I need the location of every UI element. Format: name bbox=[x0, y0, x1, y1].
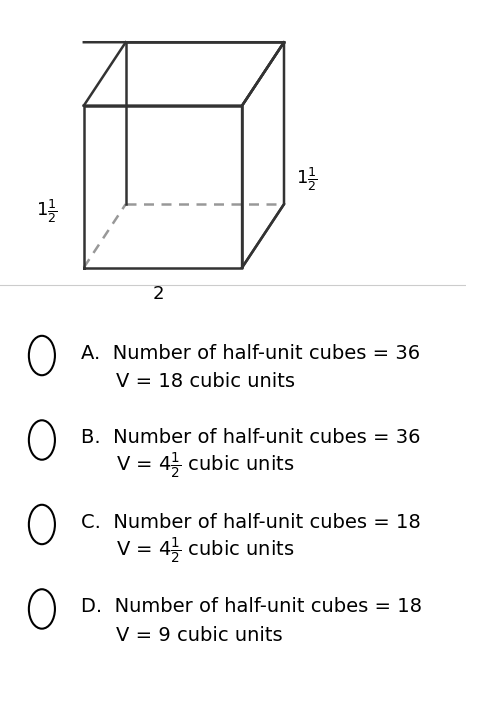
Text: A.  Number of half-unit cubes = 36: A. Number of half-unit cubes = 36 bbox=[82, 344, 421, 363]
Text: 2: 2 bbox=[153, 285, 164, 303]
Text: V = 18 cubic units: V = 18 cubic units bbox=[117, 372, 295, 391]
Text: D.  Number of half-unit cubes = 18: D. Number of half-unit cubes = 18 bbox=[82, 598, 423, 616]
Text: 1$\frac{1}{2}$: 1$\frac{1}{2}$ bbox=[36, 197, 57, 225]
Text: B.  Number of half-unit cubes = 36: B. Number of half-unit cubes = 36 bbox=[82, 429, 421, 447]
Text: V = 4$\frac{1}{2}$ cubic units: V = 4$\frac{1}{2}$ cubic units bbox=[117, 536, 295, 565]
Text: C.  Number of half-unit cubes = 18: C. Number of half-unit cubes = 18 bbox=[82, 513, 421, 532]
Text: V = 4$\frac{1}{2}$ cubic units: V = 4$\frac{1}{2}$ cubic units bbox=[117, 451, 295, 481]
Text: 1$\frac{1}{2}$: 1$\frac{1}{2}$ bbox=[296, 165, 317, 194]
Text: V = 9 cubic units: V = 9 cubic units bbox=[117, 626, 283, 644]
